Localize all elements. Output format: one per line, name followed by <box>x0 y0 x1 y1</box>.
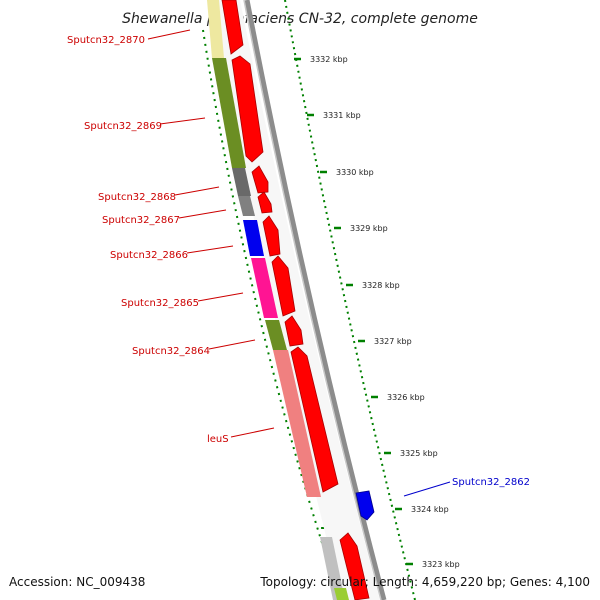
gene-label-leader <box>178 209 227 219</box>
cds-track <box>221 0 370 600</box>
gene-label-leader <box>147 29 191 40</box>
gene-label-leader <box>230 427 275 438</box>
gene-label: Sputcn32_2869 <box>84 121 162 132</box>
gene-color-track <box>207 0 349 600</box>
gene-label-sputcn32-2862: Sputcn32_2862 <box>452 477 530 488</box>
gene-label-leader <box>197 292 244 302</box>
cds-arrow <box>231 55 264 163</box>
kbp-tick-label: 3327 kbp <box>374 337 412 346</box>
gene-label-leader <box>186 245 234 254</box>
gene-label: Sputcn32_2864 <box>132 346 210 357</box>
gene-label-leader <box>159 117 206 125</box>
gene-box <box>273 350 321 497</box>
gene-box <box>212 58 246 168</box>
inner-dotted-ring <box>202 29 341 599</box>
gene-box <box>232 168 251 196</box>
kbp-tick-label: 3326 kbp <box>387 393 425 402</box>
kbp-tick-label: 3325 kbp <box>400 449 438 458</box>
kbp-tick-label: 3331 kbp <box>323 111 361 120</box>
gene-box <box>265 320 287 350</box>
kbp-tick-label: 3329 kbp <box>350 224 388 233</box>
gene-label-leader <box>174 186 220 196</box>
map-title: Shewanella putrefaciens CN-32, complete … <box>122 11 478 27</box>
kbp-tick-label: 3324 kbp <box>411 505 449 514</box>
gene-box <box>320 537 345 600</box>
genome-backbone-highlight <box>243 0 382 600</box>
reverse-gene-leader <box>403 481 451 497</box>
gene-box <box>251 258 278 318</box>
gene-box <box>334 588 349 600</box>
kbp-tick-label: 3332 kbp <box>310 55 348 64</box>
gene-label: Sputcn32_2870 <box>67 35 145 46</box>
gene-labels: Sputcn32_2870 Sputcn32_2869 Sputcn32_2868 S… <box>67 29 275 445</box>
accession-text: Accession: NC_009438 <box>9 575 146 589</box>
cds-arrow <box>271 255 296 317</box>
gene-box <box>243 220 264 256</box>
gene-box <box>207 0 224 58</box>
cds-arrow <box>284 315 304 347</box>
kbp-tick-label: 3328 kbp <box>362 281 400 290</box>
gene-label: leuS <box>207 434 229 445</box>
cds-arrow <box>251 165 269 194</box>
gene-label: Sputcn32_2865 <box>121 298 199 309</box>
gene-label-leader <box>208 339 256 350</box>
reverse-gene-arrow <box>355 490 375 521</box>
gene-label: Sputcn32_2866 <box>110 250 188 261</box>
outer-dotted-ring <box>284 0 416 600</box>
cds-arrow <box>262 215 281 257</box>
kbp-ticks: 3332 kbp 3331 kbp 3330 kbp 3329 kbp 3328 kbp… <box>294 55 460 569</box>
kbp-tick-label: 3323 kbp <box>422 560 460 569</box>
gene-label: Sputcn32_2867 <box>102 215 180 226</box>
cds-arrow <box>339 532 370 600</box>
gene-label: Sputcn32_2868 <box>98 192 176 203</box>
kbp-tick-label: 3330 kbp <box>336 168 374 177</box>
cds-arrow <box>221 0 244 55</box>
gene-box <box>238 196 255 216</box>
cds-arrow <box>290 346 339 493</box>
genome-summary-text: Topology: circular; Length: 4,659,220 bp… <box>260 575 590 589</box>
cds-arrow <box>257 191 273 214</box>
